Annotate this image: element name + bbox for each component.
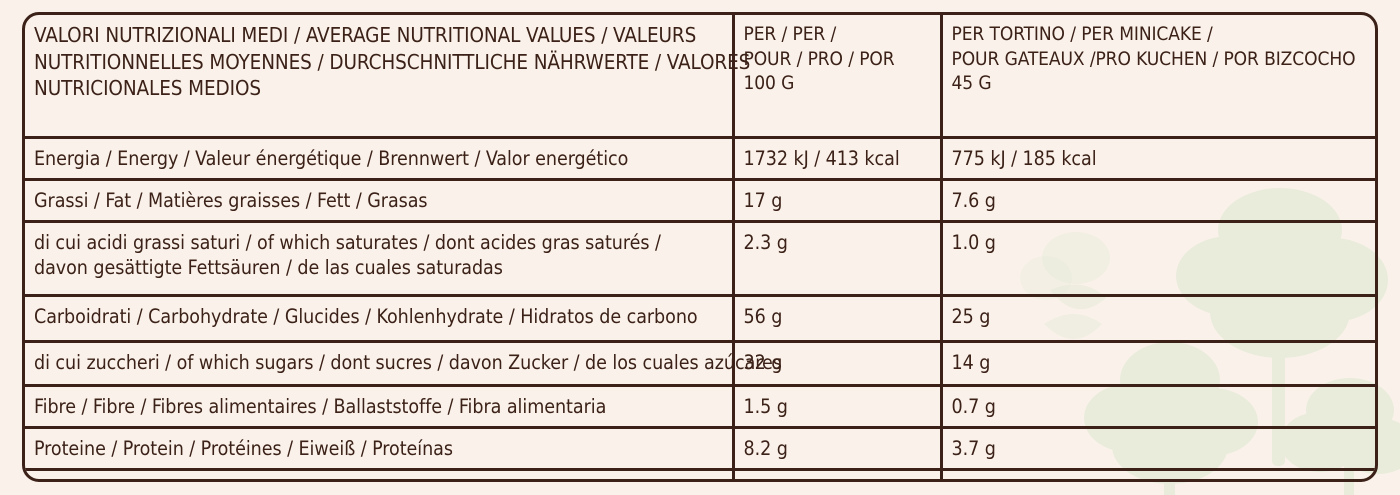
header-per100-line-1: PER / PER / — [743, 23, 837, 45]
nutrition-facts-table: VALORI NUTRIZIONALI MEDI / AVERAGE NUTRI… — [25, 15, 1375, 480]
table-header: VALORI NUTRIZIONALI MEDI / AVERAGE NUTRI… — [25, 15, 1375, 139]
table-row: Carboidrati / Carbohydrate / Glucides / … — [25, 295, 1375, 343]
row-value-carbohydrate-per-serving: 25 g — [941, 295, 1375, 343]
row-label-saturates: di cui acidi grassi saturi / of which sa… — [25, 221, 735, 297]
row-label-line: Proteine / Protein / Protéines / Eiweiß … — [34, 436, 453, 460]
header-column-per-100g: PER / PER / POUR / PRO / POR 100 g — [733, 15, 943, 139]
row-value-fibre-per-100g: 1.5 g — [733, 385, 943, 429]
row-label-line: Fibre / Fibre / Fibres alimentaires / Ba… — [34, 394, 607, 418]
row-value-sugars-per-serving: 14 g — [941, 341, 1375, 387]
header-title-line-1: VALORI NUTRIZIONALI MEDI / AVERAGE NUTRI… — [34, 23, 697, 47]
row-value-carbohydrate-per-100g: 56 g — [733, 295, 943, 343]
row-label-line: di cui zuccheri / of which sugars / dont… — [34, 350, 782, 374]
nutrition-table-panel: VALORI NUTRIZIONALI MEDI / AVERAGE NUTRI… — [22, 12, 1378, 482]
header-title-line-3: NUTRICIONALES MEDIOS — [34, 76, 261, 101]
row-label-sugars: di cui zuccheri / of which sugars / dont… — [25, 341, 782, 387]
row-label-carbohydrate: Carboidrati / Carbohydrate / Glucides / … — [25, 295, 735, 343]
row-value-saturates-per-serving: 1.0 g — [941, 221, 1375, 297]
header-row: VALORI NUTRIZIONALI MEDI / AVERAGE NUTRI… — [25, 15, 1375, 139]
header-title-line-2: NUTRITIONNELLES MOYENNES / DURCHSCHNITTL… — [34, 49, 751, 74]
row-value-energy-per-100g: 1732 kJ / 413 kcal — [733, 137, 943, 181]
header-serving-line-3: 45 g — [951, 72, 992, 95]
row-value-salt-per-serving: 0.22 g — [941, 469, 1375, 480]
header-serving-line-2: POUR GATEAUX /PRO KUCHEN / POR BIZCOCHO — [951, 47, 1356, 70]
table-row: Energia / Energy / Valeur énergétique / … — [25, 137, 1375, 181]
row-value-sugars-per-100g: 32 g — [733, 341, 943, 387]
header-per100-line-2: POUR / PRO / POR — [743, 47, 895, 70]
row-label-protein: Proteine / Protein / Protéines / Eiweiß … — [25, 427, 735, 471]
row-label-line: Energia / Energy / Valeur énergétique / … — [34, 146, 629, 170]
row-label-salt: Sale / Salt / Sel / Salz / Sal — [25, 469, 735, 480]
header-per100-line-3: 100 g — [743, 72, 795, 95]
header-serving-line-1: PER TORTINO / PER MINICAKE / — [951, 23, 1213, 45]
row-label-fat: Grassi / Fat / Matières graisses / Fett … — [25, 179, 735, 223]
table-row: di cui zuccheri / of which sugars / dont… — [25, 341, 1375, 387]
row-value-energy-per-serving: 775 kJ / 185 kcal — [941, 137, 1375, 181]
row-value-fat-per-serving: 7.6 g — [941, 179, 1375, 223]
header-column-per-serving: PER TORTINO / PER MINICAKE / POUR GATEAU… — [941, 15, 1375, 139]
row-label-line: davon gesättigte Fettsäuren / de las cua… — [34, 255, 503, 279]
row-label-line: Carboidrati / Carbohydrate / Glucides / … — [34, 304, 698, 328]
row-label-energy: Energia / Energy / Valeur énergétique / … — [25, 137, 735, 181]
table-row: Proteine / Protein / Protéines / Eiweiß … — [25, 427, 1375, 471]
table-body: Energia / Energy / Valeur énergétique / … — [25, 137, 1375, 480]
table-row: Fibre / Fibre / Fibres alimentaires / Ba… — [25, 385, 1375, 429]
row-value-protein-per-serving: 3.7 g — [941, 427, 1375, 471]
row-value-salt-per-100g: 0.48 g — [733, 469, 943, 479]
row-label-line: Grassi / Fat / Matières graisses / Fett … — [34, 188, 428, 212]
row-label-line: Sale / Salt / Sel / Salz / Sal — [34, 478, 723, 480]
row-value-protein-per-100g: 8.2 g — [733, 427, 943, 471]
header-nutritional-values-title: VALORI NUTRIZIONALI MEDI / AVERAGE NUTRI… — [25, 15, 751, 139]
row-value-fat-per-100g: 17 g — [733, 179, 943, 223]
table-row: Grassi / Fat / Matières graisses / Fett … — [25, 179, 1375, 223]
row-label-fibre: Fibre / Fibre / Fibres alimentaires / Ba… — [25, 385, 735, 429]
row-value-saturates-per-100g: 2.3 g — [733, 221, 943, 297]
table-row: Sale / Salt / Sel / Salz / Sal 0.48 g 0.… — [25, 469, 1375, 480]
table-row: di cui acidi grassi saturi / of which sa… — [25, 221, 1375, 297]
row-value-fibre-per-serving: 0.7 g — [941, 385, 1375, 429]
row-label-line: di cui acidi grassi saturi / of which sa… — [34, 230, 661, 254]
